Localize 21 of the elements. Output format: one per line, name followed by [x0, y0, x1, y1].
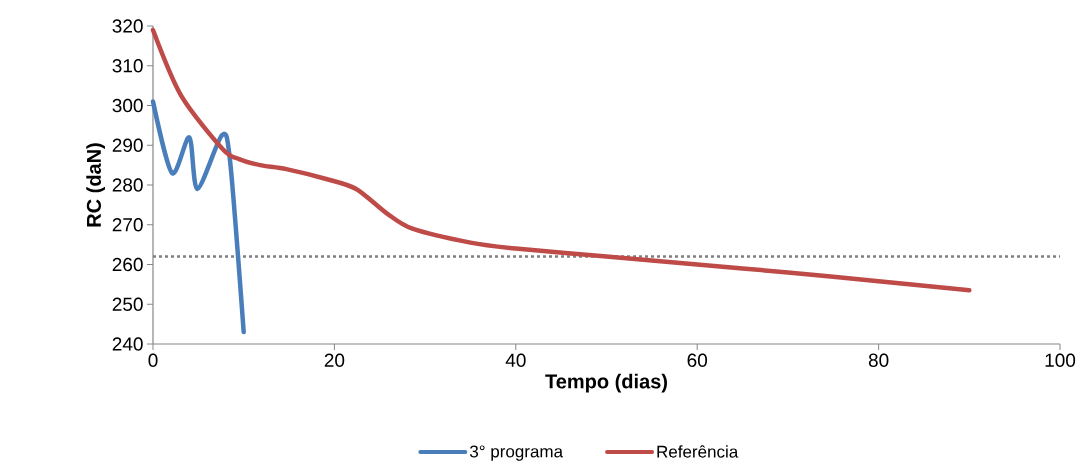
x-tick-label: 20	[324, 353, 345, 367]
legend-label: 3° programa	[469, 445, 564, 461]
y-tick-label: 240	[112, 337, 143, 351]
x-tick-label: 40	[505, 353, 526, 367]
y-tick-label: 290	[112, 138, 143, 152]
y-tick-label: 270	[112, 218, 143, 232]
y-axis-title: RC (daN)	[86, 143, 105, 227]
y-tick-label: 310	[112, 59, 143, 73]
line-series	[150, 27, 972, 293]
x-tick-label: 80	[868, 353, 889, 367]
legend-label: Referência	[657, 445, 739, 458]
x-tick-label: 60	[687, 353, 708, 367]
x-tick-label: 0	[148, 353, 158, 367]
y-tick-label: 250	[112, 297, 143, 311]
y-tick-label: 280	[112, 178, 143, 192]
y-tick-label: 260	[112, 257, 143, 272]
x-axis-title: Tempo (dias)	[545, 373, 667, 393]
line-series	[150, 99, 246, 335]
y-tick-label: 300	[112, 98, 143, 113]
y-tick-label: 320	[112, 19, 143, 33]
x-tick-label: 100	[1045, 353, 1076, 367]
